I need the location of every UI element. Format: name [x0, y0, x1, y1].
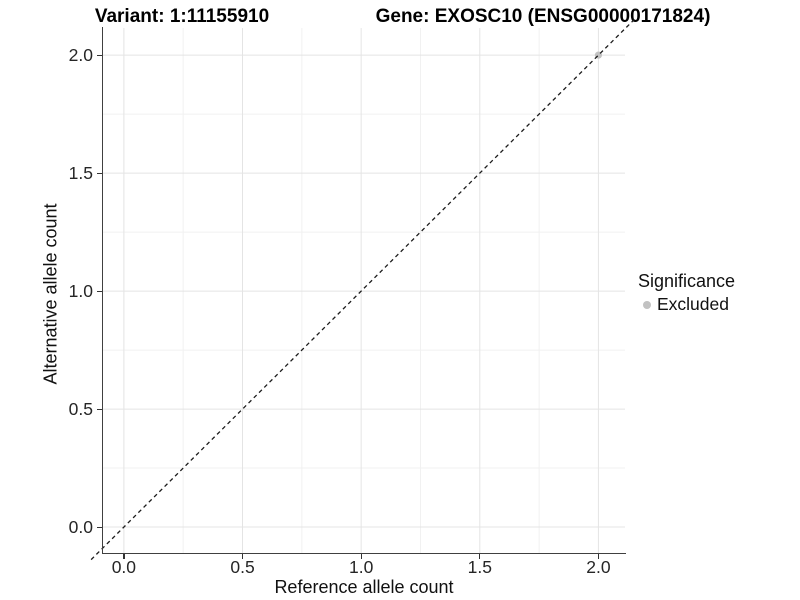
y-tick-label: 2.0	[68, 45, 93, 66]
plot-title-variant: Variant: 1:11155910	[94, 6, 270, 27]
x-tick-mark	[242, 554, 244, 559]
x-axis-title: Reference allele count	[274, 577, 454, 597]
legend-item-excluded: Excluded	[638, 294, 735, 315]
plot-panel	[90, 16, 638, 561]
y-tick-mark	[96, 172, 102, 174]
x-tick-label: 0.0	[111, 557, 137, 577]
y-tick-mark	[96, 54, 102, 56]
x-axis-line	[101, 552, 626, 555]
legend-point-icon	[643, 300, 651, 309]
legend-item-label: Excluded	[657, 294, 729, 314]
x-tick-label: 1.5	[467, 557, 492, 577]
y-tick-label: 1.5	[68, 163, 93, 184]
identity-line	[90, 16, 638, 561]
x-tick-label: 1.0	[348, 557, 374, 577]
x-tick-mark	[123, 554, 125, 559]
x-tick-mark	[479, 554, 481, 559]
plot-title-gene: Gene: EXOSC10 (ENSG00000171824)	[375, 6, 711, 27]
x-tick-label: 2.0	[586, 557, 611, 577]
y-tick-label: 1.0	[68, 281, 93, 302]
y-tick-mark	[96, 408, 102, 410]
y-tick-label: 0.0	[68, 517, 93, 538]
y-tick-label: 0.5	[68, 399, 93, 420]
x-tick-mark	[597, 554, 600, 559]
y-axis-line	[101, 27, 104, 554]
legend: Significance Excluded	[638, 271, 735, 315]
y-axis-title: Alternative allele count	[40, 203, 61, 385]
x-tick-mark	[360, 554, 362, 559]
plot-canvas	[90, 16, 638, 561]
x-tick-label: 0.5	[230, 557, 255, 577]
y-tick-mark	[96, 290, 102, 292]
y-tick-mark	[96, 526, 102, 528]
legend-title: Significance	[638, 271, 736, 291]
